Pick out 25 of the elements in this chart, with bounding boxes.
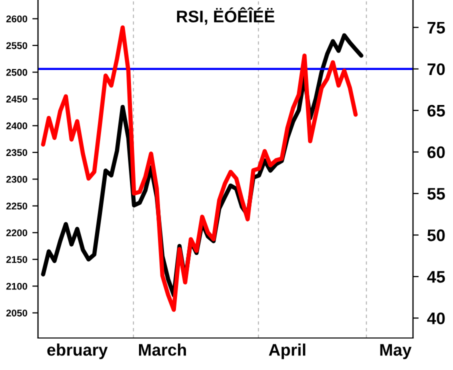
y-tick-label: 2550 — [6, 42, 28, 50]
y2-tick-label: 65 — [428, 104, 445, 117]
y-tick-label: 2100 — [6, 282, 28, 290]
chart-title: RSI, ËÓÊÎÉË — [177, 7, 274, 25]
y-tick-label: 2500 — [6, 68, 28, 76]
y2-tick-label: 50 — [427, 229, 445, 242]
y-tick-label: 2050 — [6, 310, 28, 316]
x-tick-label: ebruary — [47, 344, 108, 360]
y2-tick-label: 40 — [427, 312, 445, 324]
y2-tick-label: 60 — [428, 146, 445, 158]
y2-tick-label: 70 — [428, 63, 445, 76]
y-tick-label: 2150 — [6, 256, 28, 263]
y-tick-label: 2350 — [6, 149, 28, 156]
y-tick-label: 2600 — [6, 15, 28, 22]
y-tick-label: 2250 — [6, 202, 28, 210]
y2-tick-label: 75 — [428, 22, 445, 34]
y-tick-label: 2300 — [6, 176, 28, 183]
x-tick-label: March — [139, 344, 186, 356]
y-tick-label: 2450 — [6, 96, 28, 103]
y-tick-label: 2200 — [6, 229, 28, 236]
y2-tick-label: 55 — [427, 188, 445, 200]
x-tick-label: April — [268, 344, 306, 360]
x-tick-label: May — [380, 344, 412, 360]
y2-tick-label: 45 — [427, 271, 445, 283]
y-tick-label: 2400 — [6, 122, 28, 130]
